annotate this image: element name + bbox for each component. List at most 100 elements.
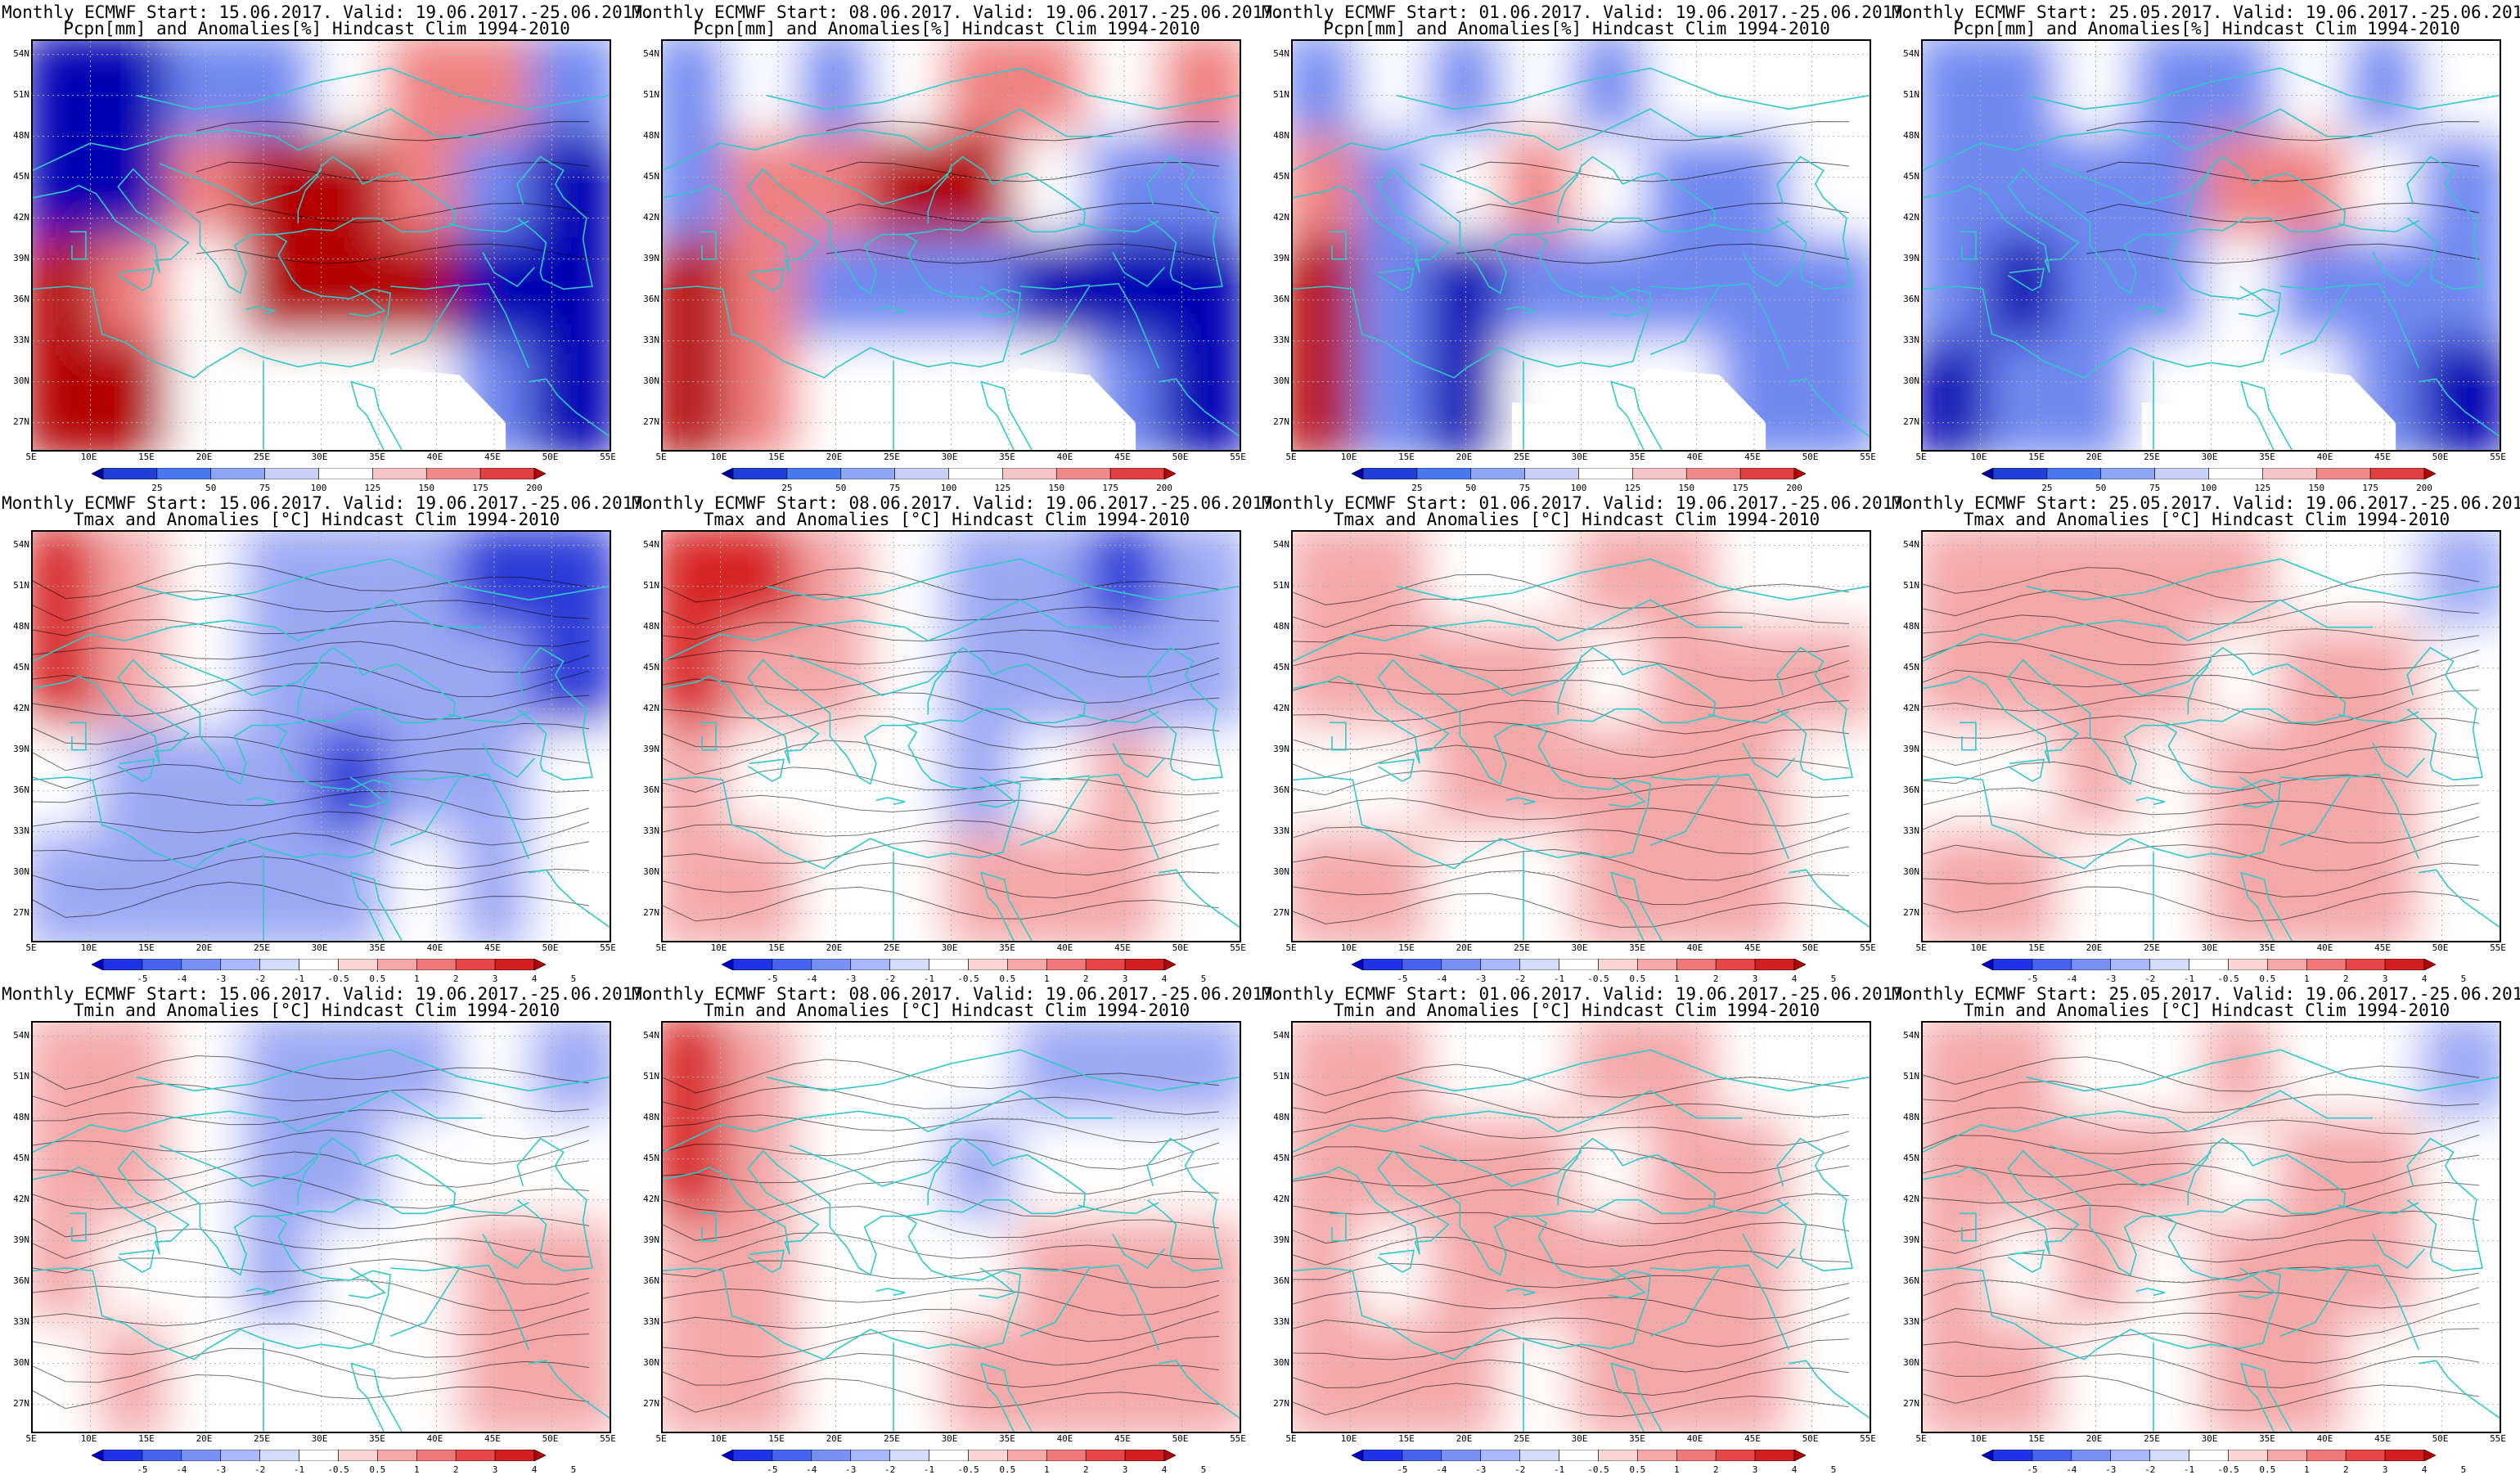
colorbar-swatch <box>220 959 260 970</box>
panel-subtitle: Tmin and Anomalies [°C] Hindcast Clim 19… <box>1963 1001 2450 1020</box>
anomaly-map <box>661 530 1241 942</box>
lat-tick-label: 51N <box>643 1070 659 1082</box>
colorbar-swatch <box>264 468 319 479</box>
lon-tick-label: 25E <box>2144 452 2160 462</box>
anomaly-field <box>33 41 610 450</box>
colorbar-swatch <box>811 959 852 970</box>
panel-subtitle: Tmax and Anomalies [°C] Hindcast Clim 19… <box>1963 510 2450 529</box>
lon-tick-label: 15E <box>2028 1433 2045 1444</box>
colorbar-tick-label: 2 <box>2342 974 2349 984</box>
colorbar-tick-label: 50 <box>2095 483 2107 493</box>
colorbar-tick-label: 1 <box>1043 1464 1050 1475</box>
lon-tick-label: 15E <box>1398 942 1415 953</box>
colorbar-swatch <box>1793 1450 1806 1461</box>
colorbar-tick-label: -2 <box>1514 974 1526 984</box>
lat-tick-label: 36N <box>643 784 659 795</box>
lat-tick-label: 30N <box>643 1356 659 1368</box>
colorbar-swatch <box>2071 1450 2112 1461</box>
lon-tick-label: 20E <box>1456 1433 1473 1444</box>
colorbar-swatch <box>811 1450 852 1461</box>
colorbar-tick-label: 0.5 <box>369 1464 386 1475</box>
colorbar-swatch <box>1352 1450 1364 1461</box>
colorbar-tick-label: 5 <box>2460 1464 2467 1475</box>
lat-tick-label: 39N <box>1273 252 1289 263</box>
colorbar-tick-label: 1 <box>1673 974 1680 984</box>
colorbar-swatch <box>2110 959 2150 970</box>
lat-tick-label: 33N <box>1273 825 1289 836</box>
colorbar-swatch <box>1598 959 1638 970</box>
lon-tick-label: 50E <box>1802 452 1819 462</box>
lat-tick-label: 27N <box>1903 1397 1919 1409</box>
lat-tick-label: 42N <box>13 1193 29 1204</box>
lon-tick-label: 25E <box>254 452 270 462</box>
lat-tick-label: 39N <box>643 252 659 263</box>
anomaly-field <box>1293 532 1870 941</box>
anomaly-map <box>1921 1021 2501 1433</box>
colorbar-swatch <box>2267 959 2307 970</box>
lon-tick-label: 15E <box>768 452 785 462</box>
panel-subtitle: Tmax and Anomalies [°C] Hindcast Clim 19… <box>703 510 1190 529</box>
panel-subtitle: Tmax and Anomalies [°C] Hindcast Clim 19… <box>73 510 560 529</box>
colorbar-swatch <box>2032 1450 2072 1461</box>
colorbar-tick-label: -4 <box>1436 1464 1447 1475</box>
contour-lines <box>33 1055 590 1410</box>
colorbar-tick-label: 1 <box>2303 1464 2310 1475</box>
lat-tick-label: 45N <box>643 1152 659 1163</box>
colorbar-tick-label: -1 <box>1553 1464 1565 1475</box>
lon-tick-label: 55E <box>600 1433 616 1444</box>
anomaly-field <box>1923 532 2500 941</box>
colorbar-swatch <box>2262 468 2317 479</box>
lon-tick-label: 50E <box>542 452 559 462</box>
colorbar-swatch <box>1685 468 1741 479</box>
lon-tick-label: 15E <box>768 1433 785 1444</box>
lat-tick-label: 48N <box>1903 620 1919 632</box>
colorbar-swatch <box>220 1450 260 1461</box>
colorbar-tick-label: -4 <box>806 1464 817 1475</box>
lon-tick-label: 40E <box>426 942 443 953</box>
lon-tick-label: 55E <box>1860 452 1876 462</box>
colorbar-swatch <box>2189 959 2229 970</box>
lat-tick-label: 45N <box>1273 170 1289 182</box>
colorbar-swatch <box>1676 959 1717 970</box>
panel-subtitle: Tmax and Anomalies [°C] Hindcast Clim 19… <box>1333 510 1820 529</box>
contour-lines <box>826 120 1220 264</box>
colorbar-swatch <box>2423 1450 2436 1461</box>
lat-tick-label: 30N <box>1273 866 1289 877</box>
colorbar-swatch <box>318 468 373 479</box>
colorbar-tick-label: 200 <box>1156 483 1172 493</box>
colorbar-tick-label: -1 <box>2183 974 2195 984</box>
colorbar-swatch <box>1046 1450 1087 1461</box>
anomaly-field <box>663 1023 1240 1432</box>
lat-tick-label: 48N <box>1903 1111 1919 1122</box>
colorbar <box>722 468 1176 479</box>
colorbar-swatch <box>2267 1450 2307 1461</box>
colorbar-tick-label: 3 <box>1122 1464 1128 1475</box>
lat-tick-label: 42N <box>13 211 29 223</box>
colorbar-tick-label: 2 <box>1082 1464 1089 1475</box>
lat-tick-label: 48N <box>13 1111 29 1122</box>
colorbar-tick-label: -5 <box>137 974 148 984</box>
lat-tick-label: 27N <box>13 906 29 918</box>
colorbar-swatch <box>2071 959 2112 970</box>
colorbar-tick-label: -3 <box>2105 1464 2117 1475</box>
lon-tick-label: 25E <box>884 452 900 462</box>
coastlines <box>663 558 1240 941</box>
colorbar-swatch <box>479 468 535 479</box>
lat-tick-label: 33N <box>643 334 659 345</box>
lon-tick-label: 30E <box>2201 452 2218 462</box>
lat-tick-label: 51N <box>643 579 659 591</box>
lon-tick-label: 10E <box>80 942 97 953</box>
lat-tick-label: 30N <box>1273 1356 1289 1368</box>
colorbar-swatch <box>968 959 1008 970</box>
contour-lines <box>663 567 1220 922</box>
lat-tick-label: 42N <box>1903 211 1919 223</box>
colorbar-tick-label: 5 <box>1830 1464 1837 1475</box>
lat-tick-label: 36N <box>1903 293 1919 304</box>
colorbar-tick-label: -3 <box>845 1464 857 1475</box>
lat-tick-label: 48N <box>13 620 29 632</box>
lat-tick-label: 33N <box>1903 1315 1919 1327</box>
colorbar-swatch <box>416 1450 457 1461</box>
colorbar-swatch <box>533 959 546 970</box>
colorbar-swatch <box>1362 1450 1403 1461</box>
lon-tick-label: 10E <box>80 1433 97 1444</box>
